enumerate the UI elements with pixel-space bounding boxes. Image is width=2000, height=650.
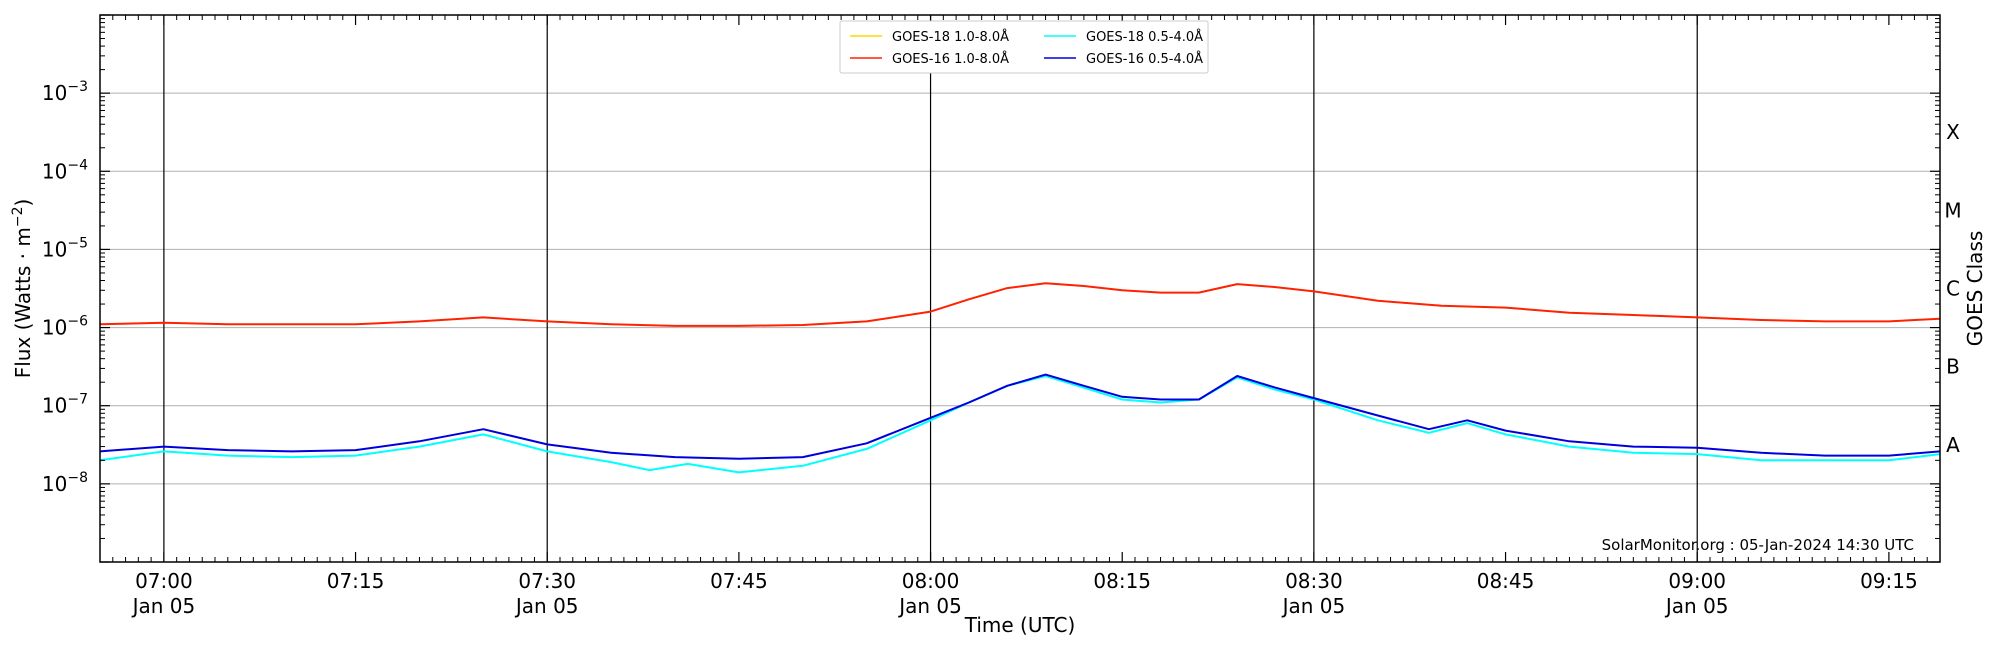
y-axis-title: Flux (Watts · m−2) (10, 199, 35, 379)
x-tick-label: 08:45 (1477, 569, 1535, 593)
y-tick-label: 10−8 (42, 470, 88, 496)
goes-class-labels: A B C M X (1944, 120, 1961, 457)
y-tick-label: 10−4 (42, 157, 88, 183)
day-marker-lines (163, 15, 1698, 562)
legend-label: GOES-18 0.5-4.0Å (1086, 29, 1203, 45)
x-tick-date: Jan 05 (1664, 594, 1729, 618)
legend-label: GOES-18 1.0-8.0Å (892, 29, 1009, 45)
series-line (99, 282, 1941, 327)
x-tick-date: Jan 05 (897, 594, 962, 618)
x-tick-date: Jan 05 (131, 594, 196, 618)
y-axis-title-exponent: −2 (10, 207, 26, 228)
y-tick-labels: 10−8 10−7 10−6 10−5 10−4 10−3 (42, 79, 88, 496)
series-line (99, 375, 1941, 474)
grid-lines (100, 92, 1940, 485)
right-axis-title: GOES Class (1963, 231, 1987, 347)
goes-class-label: X (1946, 120, 1960, 144)
x-tick-label: 08:00 (902, 569, 960, 593)
x-tick-label: 07:15 (327, 569, 385, 593)
x-tick-label: 07:45 (710, 569, 768, 593)
goes-class-label: A (1946, 433, 1960, 457)
series-line (99, 373, 1941, 460)
goes-class-label: C (1946, 277, 1960, 301)
legend: GOES-18 1.0-8.0Å GOES-16 1.0-8.0Å GOES-18 … (839, 20, 1209, 74)
x-tick-label: 07:30 (518, 569, 576, 593)
series-lines (99, 282, 1941, 474)
x-tick-date: Jan 05 (514, 594, 579, 618)
source-annotation: SolarMonitor.org : 05-Jan-2024 14:30 UTC (1602, 536, 1914, 554)
y-tick-label: 10−5 (42, 235, 88, 261)
y-tick-label: 10−7 (42, 392, 88, 418)
x-tick-label: 09:00 (1668, 569, 1726, 593)
goes-class-label: M (1944, 198, 1961, 222)
x-tick-label: 08:15 (1093, 569, 1151, 593)
y-axis-title-close: ) (11, 199, 35, 207)
x-tick-label: 09:15 (1860, 569, 1918, 593)
legend-label: GOES-16 1.0-8.0Å (892, 51, 1009, 67)
x-tick-label: 08:30 (1285, 569, 1343, 593)
y-axis-title-main: Flux (Watts · m (11, 227, 35, 378)
x-tick-date: Jan 05 (1281, 594, 1346, 618)
x-axis-title: Time (UTC) (964, 613, 1076, 637)
legend-label: GOES-16 0.5-4.0Å (1086, 51, 1203, 67)
goes-class-label: B (1946, 355, 1960, 379)
y-tick-label: 10−3 (42, 79, 88, 105)
legend-box (839, 20, 1209, 74)
plot-frame (99, 14, 1941, 563)
y-tick-label: 10−6 (42, 314, 88, 340)
axis-ticks (100, 14, 1941, 563)
x-tick-label: 07:00 (135, 569, 193, 593)
